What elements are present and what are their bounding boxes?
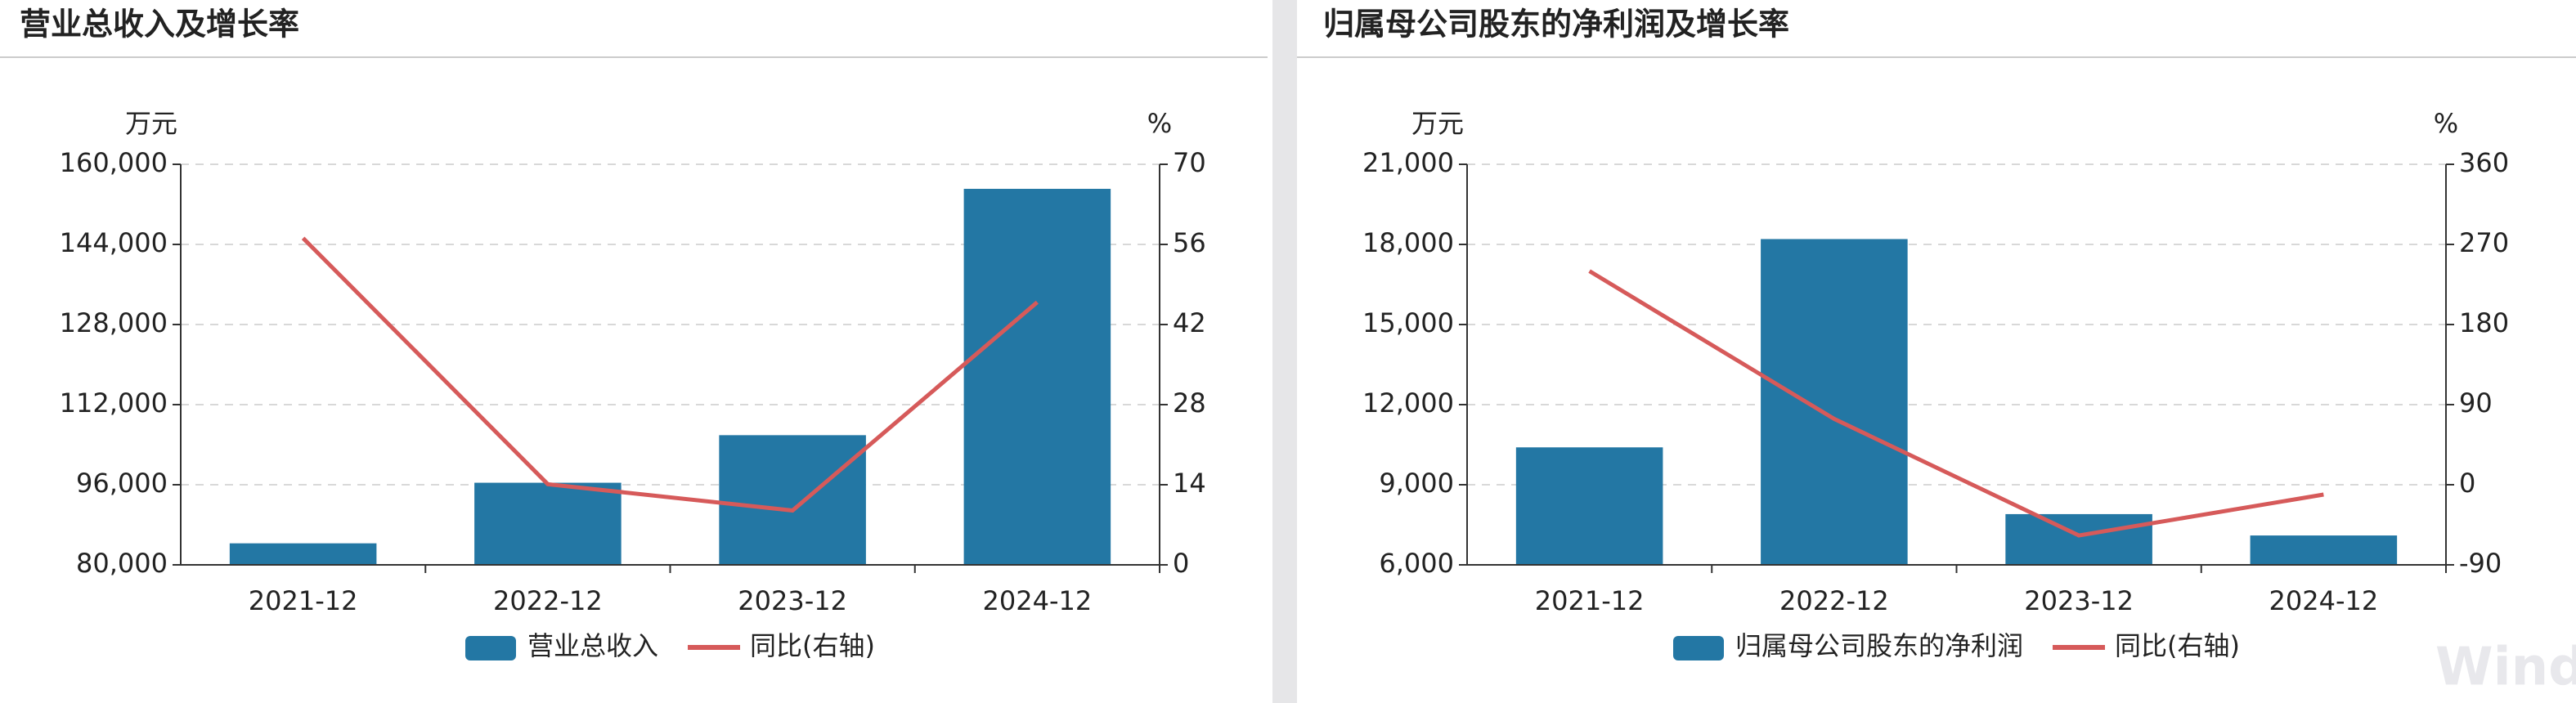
chart-title: 营业总收入及增长率 bbox=[20, 7, 299, 43]
line-series bbox=[301, 236, 1039, 513]
y-tick-label: 128,000 bbox=[60, 307, 168, 338]
x-tick-label: 2023-12 bbox=[2024, 585, 2134, 616]
y2-tick-label: 0 bbox=[1173, 548, 1189, 579]
y2-tick-label: 90 bbox=[2459, 387, 2493, 419]
legend-swatch bbox=[465, 636, 516, 660]
bar bbox=[2005, 513, 2152, 565]
y-tick-label: 6,000 bbox=[1379, 548, 1454, 579]
x-tick-label: 2021-12 bbox=[249, 585, 358, 616]
bar bbox=[229, 543, 377, 565]
bar bbox=[1761, 239, 1908, 565]
bar bbox=[963, 189, 1111, 565]
y2-tick-label: -90 bbox=[2459, 548, 2502, 579]
divider bbox=[1272, 0, 1297, 703]
watermark: Wind bbox=[2435, 638, 2576, 698]
line-series bbox=[1588, 269, 2324, 538]
bar bbox=[2250, 535, 2398, 565]
y-unit: 万元 bbox=[125, 108, 177, 139]
x-tick-label: 2022-12 bbox=[1779, 585, 1889, 616]
chart-title: 归属母公司股东的净利润及增长率 bbox=[1323, 7, 1789, 43]
y2-tick-label: 42 bbox=[1173, 307, 1206, 338]
y-tick-label: 9,000 bbox=[1379, 468, 1454, 499]
x-tick-label: 2022-12 bbox=[493, 585, 603, 616]
y2-tick-label: 270 bbox=[2459, 227, 2509, 258]
legend-label: 营业总收入 bbox=[527, 630, 658, 661]
y-tick-label: 80,000 bbox=[76, 548, 168, 579]
legend-swatch bbox=[1673, 636, 1724, 660]
y2-unit: % bbox=[2434, 108, 2458, 139]
y2-tick-label: 180 bbox=[2459, 307, 2509, 338]
y-tick-label: 15,000 bbox=[1362, 307, 1454, 338]
legend-label: 归属母公司股东的净利润 bbox=[1735, 630, 2023, 661]
bar bbox=[1515, 447, 1663, 565]
y-tick-label: 21,000 bbox=[1362, 147, 1454, 178]
y2-tick-label: 70 bbox=[1173, 147, 1206, 178]
y-tick-label: 96,000 bbox=[76, 468, 168, 499]
y-tick-label: 112,000 bbox=[60, 387, 168, 419]
bar bbox=[719, 435, 866, 565]
y-tick-label: 144,000 bbox=[60, 227, 168, 258]
y-tick-label: 12,000 bbox=[1362, 387, 1454, 419]
y2-tick-label: 56 bbox=[1173, 227, 1206, 258]
legend-label: 同比(右轴) bbox=[750, 630, 875, 661]
y2-tick-label: 14 bbox=[1173, 468, 1206, 499]
y-tick-label: 18,000 bbox=[1362, 227, 1454, 258]
y-tick-label: 160,000 bbox=[60, 147, 168, 178]
y2-unit: % bbox=[1147, 108, 1172, 139]
legend-label: 同比(右轴) bbox=[2115, 630, 2240, 661]
y-unit: 万元 bbox=[1411, 108, 1464, 139]
y2-tick-label: 28 bbox=[1173, 387, 1206, 419]
x-tick-label: 2024-12 bbox=[983, 585, 1093, 616]
bar bbox=[474, 482, 622, 565]
x-tick-label: 2023-12 bbox=[738, 585, 847, 616]
x-tick-label: 2021-12 bbox=[1535, 585, 1645, 616]
y2-tick-label: 0 bbox=[2459, 468, 2475, 499]
x-tick-label: 2024-12 bbox=[2269, 585, 2379, 616]
y2-tick-label: 360 bbox=[2459, 147, 2509, 178]
